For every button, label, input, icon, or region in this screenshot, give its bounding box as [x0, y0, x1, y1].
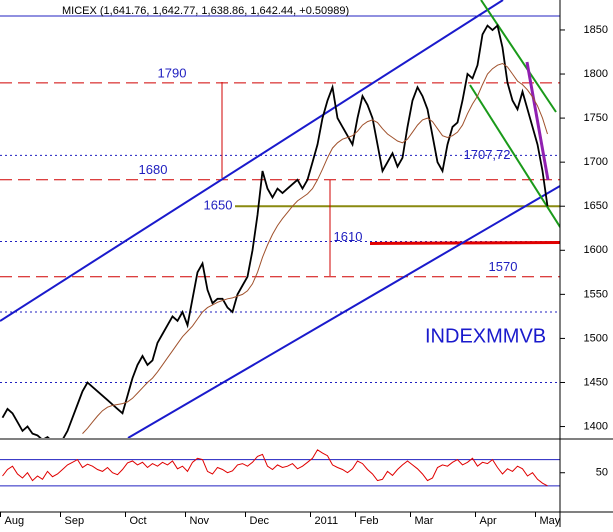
- x-tick-label: Sep: [65, 515, 85, 527]
- x-tick-label: Aug: [5, 515, 25, 527]
- series-line: [2, 449, 548, 487]
- y-tick-label: 1650: [584, 200, 608, 212]
- x-tick-label: Nov: [190, 515, 210, 527]
- labels-layer: MICEX (1,641.76, 1,642.77, 1,638.86, 1,6…: [0, 5, 608, 527]
- annotation: INDEXMMVB: [425, 325, 546, 347]
- green-upper: [480, 0, 557, 113]
- x-tick-label: Dec: [250, 515, 270, 527]
- x-tick-label: Mar: [415, 515, 434, 527]
- chart-title: MICEX (1,641.76, 1,642.77, 1,638.86, 1,6…: [62, 5, 349, 17]
- y-tick-label: 1600: [584, 244, 608, 256]
- y-tick-label: 50: [596, 467, 608, 479]
- y-tick-label: 1450: [584, 376, 608, 388]
- x-tick-label: Feb: [360, 515, 379, 527]
- indicator-plot: [2, 449, 548, 487]
- level-label: 1570: [489, 259, 518, 274]
- purple-line: [525, 61, 550, 181]
- drawing-layer: [0, 82, 561, 487]
- channel-upper: [0, 0, 504, 322]
- y-tick-label: 1800: [584, 68, 608, 80]
- x-tick-label: May: [540, 515, 561, 527]
- x-tick-label: 2011: [315, 515, 339, 527]
- y-tick-label: 1550: [584, 288, 608, 300]
- y-tick-label: 1400: [584, 420, 608, 432]
- main-plot: [1, 23, 549, 438]
- x-tick-label: Apr: [480, 515, 497, 527]
- level-label: 1707,72: [464, 147, 511, 162]
- channel-lower: [127, 185, 560, 438]
- series-line: [82, 62, 548, 434]
- series-line: [1, 23, 549, 438]
- y-tick-label: 1500: [584, 332, 608, 344]
- level-label: 1650: [204, 198, 233, 213]
- y-tick-label: 1700: [584, 156, 608, 168]
- y-tick-label: 1850: [584, 24, 608, 36]
- level-label: 1680: [139, 162, 168, 177]
- red-line-level: [369, 240, 561, 245]
- y-tick-label: 1750: [584, 112, 608, 124]
- x-tick-label: Oct: [130, 515, 147, 527]
- level-label: 1790: [158, 65, 187, 80]
- level-label: 1610: [334, 229, 363, 244]
